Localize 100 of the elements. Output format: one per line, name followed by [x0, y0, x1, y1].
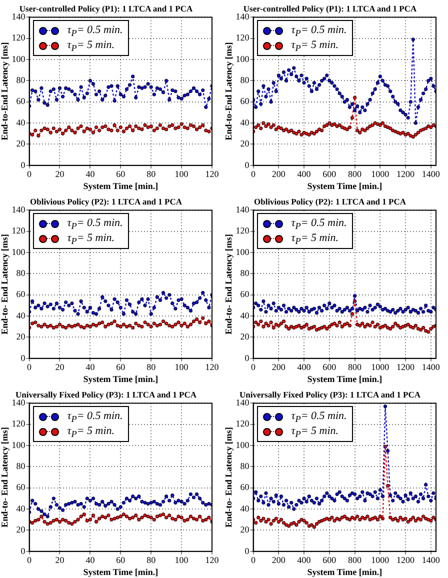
y-tick-label: 0 [244, 352, 250, 363]
legend-label: τ$_{P}$= 5 min. [291, 424, 339, 439]
y-tick-label: 0 [20, 352, 26, 363]
y-tick-label: 140 [236, 204, 250, 215]
x-tick-label: 200 [272, 169, 286, 180]
y-axis-title: End-to- End Latency [ms] [0, 234, 10, 334]
y-tick-label: 80 [16, 75, 26, 86]
y-tick-label: 100 [236, 54, 250, 64]
x-tick-label: 1400 [422, 362, 440, 372]
y-axis-title: End-to- End Latency [ms] [224, 427, 234, 528]
x-tick-label: 60 [116, 169, 126, 180]
y-tick-label: 120 [236, 418, 250, 429]
y-tick-label: 20 [240, 332, 250, 342]
x-tick-label: 20 [55, 555, 65, 566]
y-tick-label: 20 [240, 138, 250, 149]
y-tick-label: 100 [12, 246, 26, 257]
x-tick-label: 600 [322, 555, 337, 566]
y-tick-label: 120 [12, 418, 26, 429]
y-tick-label: 120 [12, 226, 26, 236]
y-tick-label: 20 [16, 332, 26, 342]
y-axis-title: End-to-End Latency [ms] [224, 42, 234, 140]
y-tick-label: 60 [240, 482, 250, 492]
x-tick-label: 20 [55, 362, 65, 372]
x-tick-label: 80 [146, 555, 156, 566]
x-tick-label: 0 [251, 362, 256, 372]
x-tick-label: 100 [174, 555, 189, 566]
y-tick-label: 20 [240, 524, 250, 535]
x-tick-label: 800 [348, 362, 362, 372]
chart-title: Universally Fixed Policy (P3): 1 LTCA and 1 PCA [239, 389, 422, 400]
y-tick-label: 60 [240, 96, 250, 106]
x-tick-label: 120 [205, 362, 220, 372]
x-tick-label: 400 [297, 169, 312, 180]
chart-title: Oblivious Policy (P2): 1 LTCA and 1 PCA [254, 196, 407, 206]
y-tick-label: 100 [236, 440, 250, 450]
x-tick-label: 0 [251, 169, 256, 180]
x-tick-label: 800 [348, 555, 362, 566]
legend-label: τ$_{P}$= 0.5 min. [67, 24, 123, 38]
legend-label: τ$_{P}$= 5 min. [291, 38, 339, 53]
y-tick-label: 0 [244, 546, 250, 556]
y-tick-label: 120 [236, 226, 250, 236]
x-axis-title: System Time [min.] [83, 566, 158, 577]
legend-label: τ$_{P}$= 5 min. [67, 232, 115, 246]
x-tick-label: 0 [251, 555, 256, 566]
y-tick-label: 60 [16, 96, 26, 106]
x-tick-label: 1200 [396, 169, 416, 180]
legend-label: τ$_{P}$= 0.5 min. [291, 410, 347, 424]
x-tick-label: 1200 [396, 555, 416, 566]
y-tick-label: 60 [16, 289, 26, 300]
chart-title: User-controlled Policy (P1): 1 LTCA and 1 PCA [19, 3, 194, 14]
legend-label: τ$_{P}$= 5 min. [67, 38, 115, 53]
x-tick-label: 600 [322, 169, 337, 180]
y-tick-label: 0 [20, 546, 26, 556]
y-tick-label: 60 [16, 482, 26, 492]
y-tick-label: 140 [236, 398, 250, 408]
y-tick-label: 80 [240, 268, 250, 278]
x-axis-title: System Time [min.] [83, 180, 158, 191]
y-tick-label: 140 [12, 12, 26, 22]
y-tick-label: 20 [16, 138, 26, 149]
y-tick-label: 40 [16, 503, 26, 514]
x-tick-label: 40 [86, 362, 96, 372]
x-tick-label: 100 [174, 362, 189, 372]
x-tick-label: 60 [116, 362, 126, 372]
x-axis-title: System Time [min.] [307, 566, 382, 577]
y-tick-label: 80 [16, 268, 26, 278]
y-tick-label: 80 [240, 75, 250, 86]
chart-title: User-controlled Policy (P1): 1 LTCA and 1 PCA [243, 3, 418, 14]
y-tick-label: 100 [12, 54, 26, 64]
x-tick-label: 80 [146, 362, 156, 372]
x-tick-label: 40 [86, 169, 96, 180]
x-tick-label: 0 [27, 169, 32, 180]
y-tick-label: 100 [236, 246, 250, 257]
chart-title: Oblivious Policy (P2): 1 LTCA and 1 PCA [30, 196, 183, 206]
x-axis-title: System Time [min.] [307, 374, 382, 384]
y-tick-label: 0 [20, 160, 26, 170]
x-tick-label: 400 [297, 362, 312, 372]
x-tick-label: 20 [55, 169, 65, 180]
x-tick-label: 600 [322, 362, 337, 372]
x-tick-label: 0 [27, 362, 32, 372]
y-tick-label: 100 [12, 440, 26, 450]
y-axis-title: End-to-End Latency [ms] [0, 42, 10, 140]
y-tick-label: 20 [16, 524, 26, 535]
y-tick-label: 40 [240, 310, 250, 320]
y-tick-label: 140 [12, 398, 26, 408]
x-tick-label: 200 [272, 555, 286, 566]
y-tick-label: 0 [244, 160, 250, 170]
y-tick-label: 40 [16, 310, 26, 320]
x-tick-label: 100 [174, 169, 189, 180]
y-tick-label: 80 [240, 461, 250, 472]
y-axis-title: End-to- End Latency [ms] [224, 234, 234, 334]
y-tick-label: 140 [12, 204, 26, 215]
x-tick-label: 120 [205, 169, 220, 180]
legend-label: τ$_{P}$= 0.5 min. [67, 216, 123, 231]
x-tick-label: 1200 [396, 362, 416, 372]
y-tick-label: 140 [236, 12, 250, 22]
x-tick-label: 40 [86, 555, 96, 566]
legend-label: τ$_{P}$= 5 min. [67, 424, 115, 439]
x-tick-label: 1000 [371, 555, 390, 566]
x-tick-label: 80 [146, 169, 156, 180]
x-tick-label: 0 [27, 555, 32, 566]
y-tick-label: 60 [240, 289, 250, 300]
